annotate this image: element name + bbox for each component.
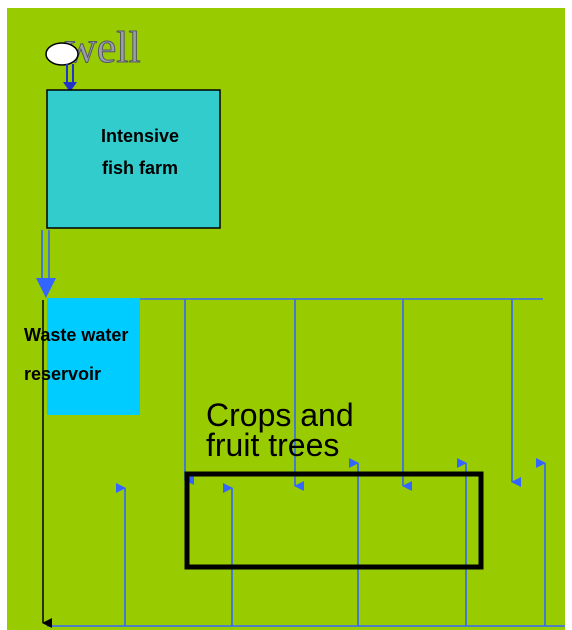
fish-farm-label: fish farm [102,158,178,178]
farm-to-reservoir-arrow [36,230,56,298]
crops-box [184,471,484,570]
well-icon [45,42,79,66]
crops-label: fruit trees [206,427,339,463]
reservoir-label: reservoir [24,364,101,384]
crops-label: Crops and [206,397,354,433]
up-arrows [116,458,546,626]
down-arrows [184,299,521,491]
well-arrow [63,64,77,92]
reservoir-box [47,298,140,415]
fish-farm-label: Intensive [101,126,179,146]
reservoir-label: Waste water [24,325,128,345]
fish-farm-box [46,89,221,229]
well-label: well [65,23,141,72]
